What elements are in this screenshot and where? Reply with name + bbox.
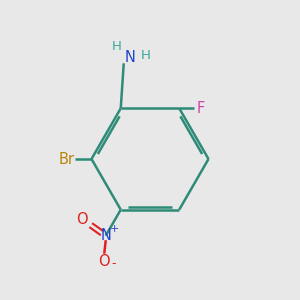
Text: F: F	[196, 101, 204, 116]
Text: O: O	[98, 254, 110, 268]
Text: H: H	[140, 49, 150, 62]
Text: N: N	[100, 228, 111, 243]
Text: H: H	[111, 40, 121, 53]
Text: -: -	[111, 257, 116, 270]
Text: Br: Br	[58, 152, 75, 166]
Text: +: +	[110, 224, 119, 234]
Text: N: N	[124, 50, 135, 65]
Text: O: O	[76, 212, 88, 227]
